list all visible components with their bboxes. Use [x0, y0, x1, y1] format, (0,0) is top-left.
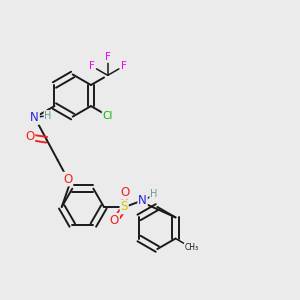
Text: O: O [120, 186, 130, 199]
Text: O: O [63, 172, 73, 186]
Text: F: F [121, 61, 127, 71]
Text: F: F [89, 61, 95, 71]
Text: N: N [138, 194, 147, 207]
Text: F: F [105, 52, 111, 62]
Text: H: H [44, 111, 52, 121]
Text: S: S [121, 200, 128, 213]
Text: O: O [25, 130, 34, 143]
Text: O: O [110, 214, 119, 227]
Text: Cl: Cl [103, 111, 113, 121]
Text: H: H [150, 189, 158, 199]
Text: N: N [30, 111, 39, 124]
Text: CH₃: CH₃ [184, 243, 198, 252]
